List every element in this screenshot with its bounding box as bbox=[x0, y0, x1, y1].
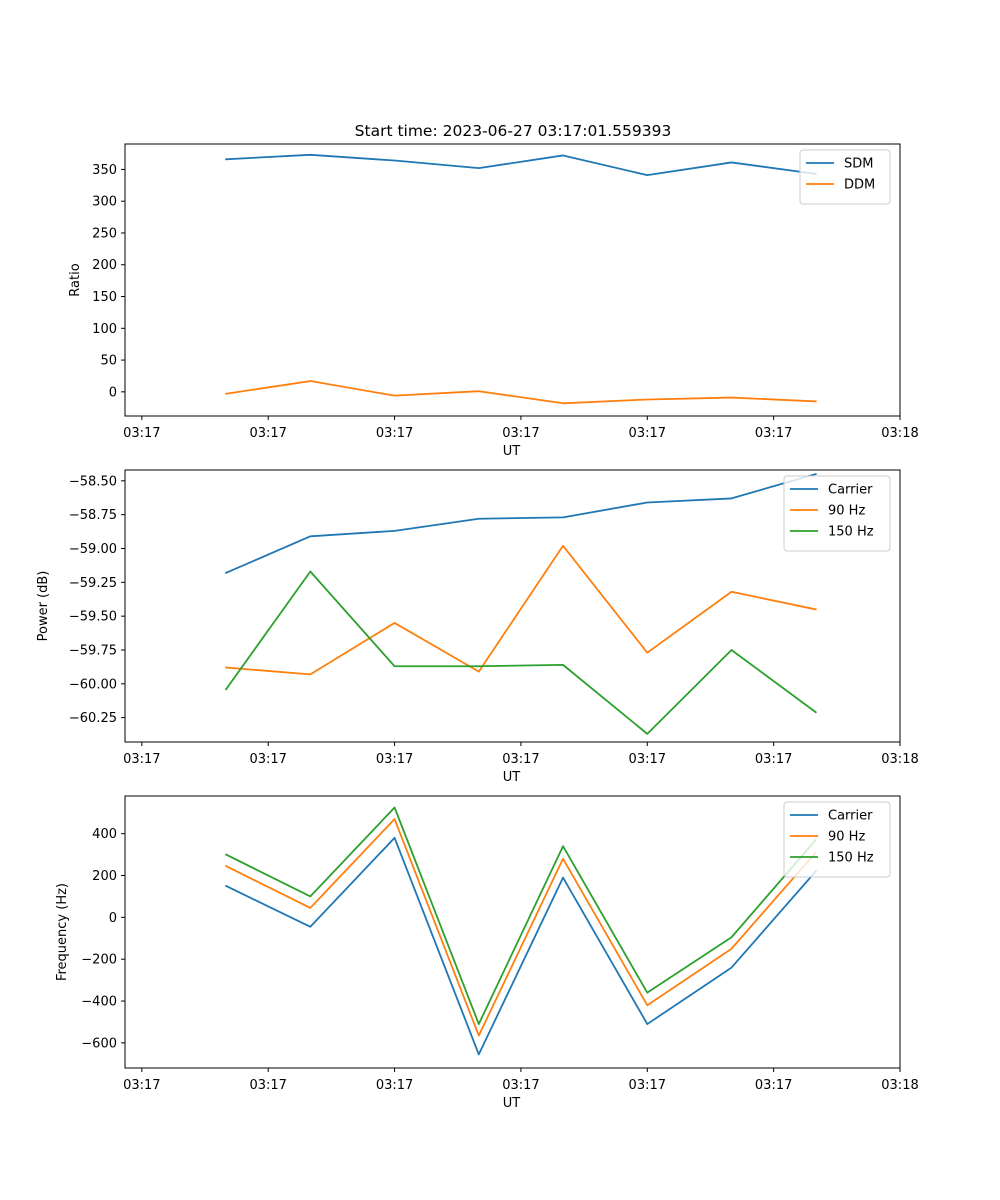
legend-label: 90 Hz bbox=[828, 830, 865, 845]
y-tick-label: −58.75 bbox=[69, 508, 117, 523]
y-tick-label: −58.50 bbox=[69, 474, 117, 489]
x-tick-label: 03:17 bbox=[376, 1078, 413, 1093]
axes-frame-3 bbox=[124, 795, 901, 1069]
x-tick-label: 03:17 bbox=[123, 1078, 160, 1093]
x-tick-label: 03:17 bbox=[629, 426, 666, 441]
x-tick-label: 03:18 bbox=[881, 752, 918, 767]
y-tick-label: 350 bbox=[92, 163, 117, 178]
legend-label: Carrier bbox=[828, 483, 873, 498]
legend-2: Carrier 90 Hz 150 Hz bbox=[783, 475, 891, 552]
subplot-1: 03:17 03:17 03:17 03:17 03:17 03:17 03:18 UT 0 50… bbox=[68, 143, 919, 459]
series-line-1-1 bbox=[225, 153, 817, 177]
y-tick-label: −59.75 bbox=[69, 643, 117, 658]
y-tick-label: 100 bbox=[92, 322, 117, 337]
y-tick-label: −600 bbox=[81, 1036, 117, 1051]
x-tick-label: 03:17 bbox=[249, 426, 286, 441]
y-tick-label: 200 bbox=[92, 869, 117, 884]
y-tick-label: −400 bbox=[81, 995, 117, 1010]
legend-box bbox=[783, 801, 891, 878]
y-tick-label: −59.25 bbox=[69, 576, 117, 591]
axes-frame-1 bbox=[124, 143, 901, 417]
x-tick-label: 03:17 bbox=[755, 752, 792, 767]
x-tick-label: 03:17 bbox=[376, 426, 413, 441]
y-tick-label: 200 bbox=[92, 258, 117, 273]
x-tick-label: 03:17 bbox=[376, 752, 413, 767]
y-axis-label: Power (dB) bbox=[36, 571, 51, 642]
legend-label: SDM bbox=[844, 157, 873, 172]
x-tick-label: 03:17 bbox=[123, 752, 160, 767]
y-axis-label: Ratio bbox=[68, 263, 83, 296]
y-tick-label: 400 bbox=[92, 827, 117, 842]
y-tick-label: −59.50 bbox=[69, 610, 117, 625]
series-line-2-2 bbox=[225, 544, 817, 676]
y-tick-label: −200 bbox=[81, 953, 117, 968]
y-tick-label: 0 bbox=[109, 911, 117, 926]
series-line-1-2 bbox=[225, 380, 817, 405]
legend-label: 150 Hz bbox=[828, 525, 874, 540]
y-tick-label: 50 bbox=[100, 354, 117, 369]
series-line-2-3 bbox=[224, 570, 818, 735]
y-tick-label: 0 bbox=[109, 385, 117, 400]
legend-label: DDM bbox=[844, 178, 875, 193]
legend-box bbox=[783, 475, 891, 552]
y-tick-label: −59.00 bbox=[69, 542, 117, 557]
subplot-3: 03:17 03:17 03:17 03:17 03:17 03:17 03:18 UT −60… bbox=[55, 795, 919, 1111]
y-tick-label: 300 bbox=[92, 195, 117, 210]
series-line-2-1 bbox=[224, 472, 817, 575]
y-axis-label: Frequency (Hz) bbox=[55, 883, 70, 981]
legend-label: Carrier bbox=[828, 809, 873, 824]
y-tick-label: −60.25 bbox=[69, 711, 117, 726]
x-tick-label: 03:18 bbox=[881, 1078, 918, 1093]
legend-3: Carrier 90 Hz 150 Hz bbox=[783, 801, 891, 878]
x-tick-label: 03:17 bbox=[629, 752, 666, 767]
x-tick-label: 03:17 bbox=[502, 426, 539, 441]
x-tick-label: 03:17 bbox=[249, 752, 286, 767]
series-line-3-1 bbox=[224, 836, 818, 1056]
x-axis-label: UT bbox=[503, 444, 521, 459]
series-line-3-3 bbox=[224, 806, 818, 1025]
x-tick-label: 03:17 bbox=[502, 752, 539, 767]
legend-label: 90 Hz bbox=[828, 504, 865, 519]
x-tick-label: 03:17 bbox=[502, 1078, 539, 1093]
figure-title: Start time: 2023-06-27 03:17:01.559393 bbox=[355, 122, 672, 140]
x-tick-label: 03:17 bbox=[755, 1078, 792, 1093]
x-axis-label: UT bbox=[503, 1096, 521, 1111]
legend-label: 150 Hz bbox=[828, 851, 874, 866]
subplots: 03:17 03:17 03:17 03:17 03:17 03:17 03:18 UT 0 50… bbox=[36, 143, 919, 1111]
y-tick-label: 150 bbox=[92, 290, 117, 305]
series-line-3-2 bbox=[224, 818, 818, 1037]
axes-frame-2 bbox=[124, 469, 901, 743]
x-tick-label: 03:17 bbox=[629, 1078, 666, 1093]
legend-1: SDM DDM bbox=[799, 149, 891, 205]
x-tick-label: 03:17 bbox=[755, 426, 792, 441]
subplot-2: 03:17 03:17 03:17 03:17 03:17 03:17 03:18 UT −60… bbox=[36, 469, 919, 785]
y-tick-label: −60.00 bbox=[69, 677, 117, 692]
x-tick-label: 03:17 bbox=[123, 426, 160, 441]
x-tick-label: 03:17 bbox=[249, 1078, 286, 1093]
y-tick-label: 250 bbox=[92, 226, 117, 241]
x-tick-label: 03:18 bbox=[881, 426, 918, 441]
x-axis-label: UT bbox=[503, 770, 521, 785]
